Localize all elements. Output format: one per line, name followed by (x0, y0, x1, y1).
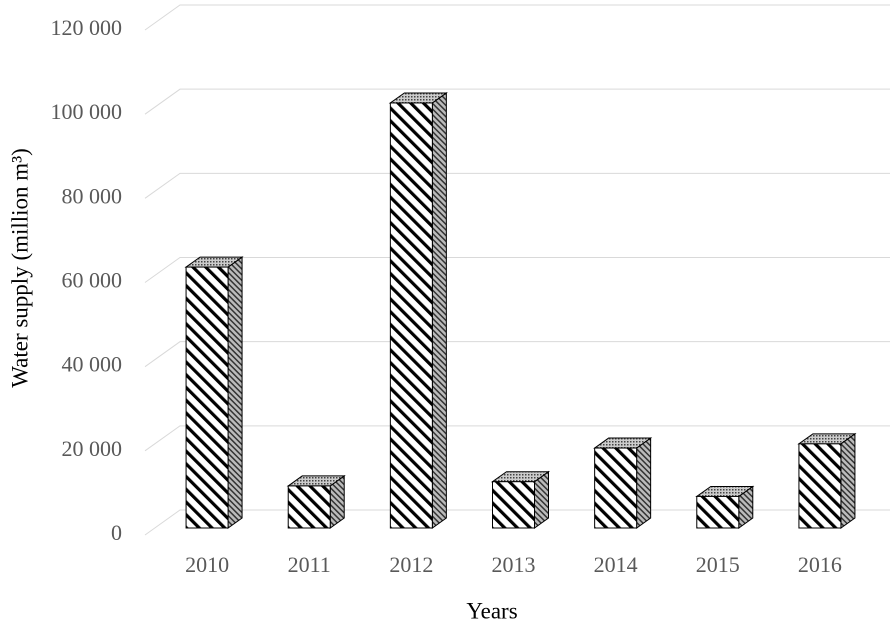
grid-line (144, 172, 890, 199)
x-tick-label: 2010 (185, 552, 229, 577)
bar (696, 495, 740, 529)
x-tick-label: 2013 (492, 552, 536, 577)
y-axis-label: Water supply (million m³) (7, 148, 32, 387)
x-tick-label: 2012 (389, 552, 433, 577)
bar (492, 481, 535, 529)
grid-line (144, 4, 890, 31)
bar-side (227, 256, 243, 529)
bar (594, 447, 638, 529)
x-tick-label: 2016 (798, 552, 842, 577)
y-tick-label: 120 000 (51, 15, 123, 40)
x-axis-label: Years (466, 598, 517, 623)
bar-side (636, 437, 652, 529)
bar (389, 102, 433, 529)
bar (287, 485, 331, 529)
x-tick-label: 2014 (594, 552, 638, 577)
grid-line (144, 88, 890, 115)
y-tick-label: 0 (111, 520, 122, 545)
y-tick-label: 60 000 (62, 268, 123, 293)
bar (185, 266, 229, 529)
bar-side (431, 91, 447, 529)
bar-side (840, 432, 856, 529)
bar (798, 443, 842, 529)
x-tick-label: 2011 (288, 552, 331, 577)
grid-line (144, 341, 890, 368)
y-tick-label: 80 000 (62, 183, 123, 208)
y-tick-label: 100 000 (51, 99, 123, 124)
grid-line (144, 509, 890, 536)
y-tick-label: 20 000 (62, 436, 123, 461)
x-tick-label: 2015 (696, 552, 740, 577)
y-tick-label: 40 000 (62, 352, 123, 377)
grid-line (144, 257, 890, 283)
grid-line (144, 425, 890, 452)
